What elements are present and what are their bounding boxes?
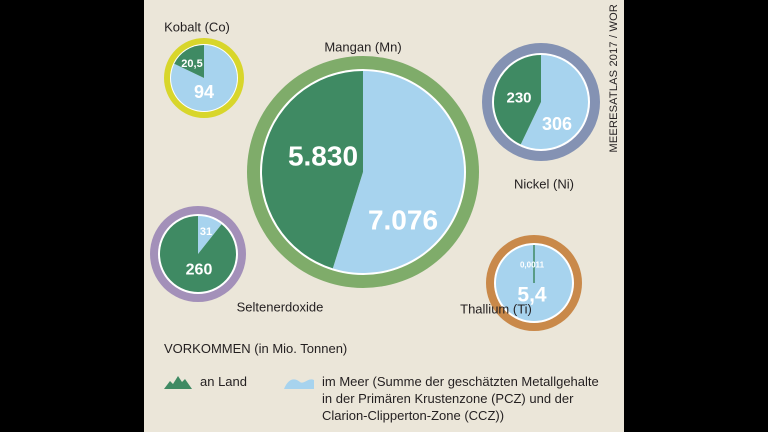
- pie-mangan-mn: 5.830 7.076 Mangan (Mn): [247, 40, 479, 288]
- source-credit: MEERESATLAS 2017 / WOR: [608, 4, 620, 153]
- data-label-sea: 94: [194, 82, 214, 102]
- land-mountain-icon: [164, 376, 192, 389]
- data-label-sea: 5,4: [517, 284, 547, 307]
- pie-slice-land: [174, 45, 204, 78]
- data-label-sea: 31: [200, 226, 212, 238]
- pie-slice-land: [494, 55, 541, 145]
- legend-land-label: an Land: [200, 374, 247, 389]
- pie-nickel-ni: 230 306 Nickel (Ni): [482, 43, 600, 192]
- pie-slice-sea: [520, 55, 588, 150]
- infographic-panel: 5.830 7.076 Mangan (Mn) 20,5 94 Kobalt (Co) 23…: [144, 0, 624, 432]
- pie-title: Seltenerdoxide: [237, 300, 324, 315]
- pie-seltenerdoxide: 260 31 Seltenerdoxide: [150, 206, 323, 315]
- legend-sea-line: Clarion-Clipperton-Zone (CCZ)): [322, 408, 505, 423]
- data-label-sea: 7.076: [368, 205, 438, 236]
- legend-sea-text: im Meer (Summe der geschätzten Metallgeh…: [322, 373, 599, 424]
- data-label-land: 0,0011: [520, 261, 545, 270]
- data-label-land: 5.830: [288, 141, 358, 172]
- legend-item-land: an Land: [164, 374, 247, 389]
- pie-charts: 5.830 7.076 Mangan (Mn) 20,5 94 Kobalt (Co) 23…: [150, 20, 600, 331]
- pie-slice-sea: [198, 216, 222, 254]
- pie-slice-land: [261, 71, 363, 269]
- legend-sea-line: im Meer (Summe der geschätzten Metallgeh…: [322, 374, 599, 389]
- pie-slice-sea: [332, 71, 464, 273]
- pie-title: Mangan (Mn): [324, 40, 401, 55]
- legend-sea-line: in der Primären Krustenzone (PCZ) und de…: [322, 391, 574, 406]
- sea-wave-icon: [284, 379, 314, 389]
- data-label-sea: 306: [542, 114, 572, 134]
- legend-item-sea-icon: [284, 379, 314, 389]
- data-label-land: 230: [506, 90, 531, 107]
- pie-title: Thallium (Ti): [460, 302, 532, 317]
- data-label-land: 20,5: [181, 58, 202, 70]
- pie-title: Kobalt (Co): [164, 20, 230, 35]
- pie-kobalt-co: 20,5 94 Kobalt (Co): [164, 20, 244, 118]
- pie-title: Nickel (Ni): [514, 177, 574, 192]
- legend-title: VORKOMMEN (in Mio. Tonnen): [164, 341, 348, 356]
- data-label-land: 260: [186, 262, 213, 279]
- pie-slice-land: [160, 216, 237, 292]
